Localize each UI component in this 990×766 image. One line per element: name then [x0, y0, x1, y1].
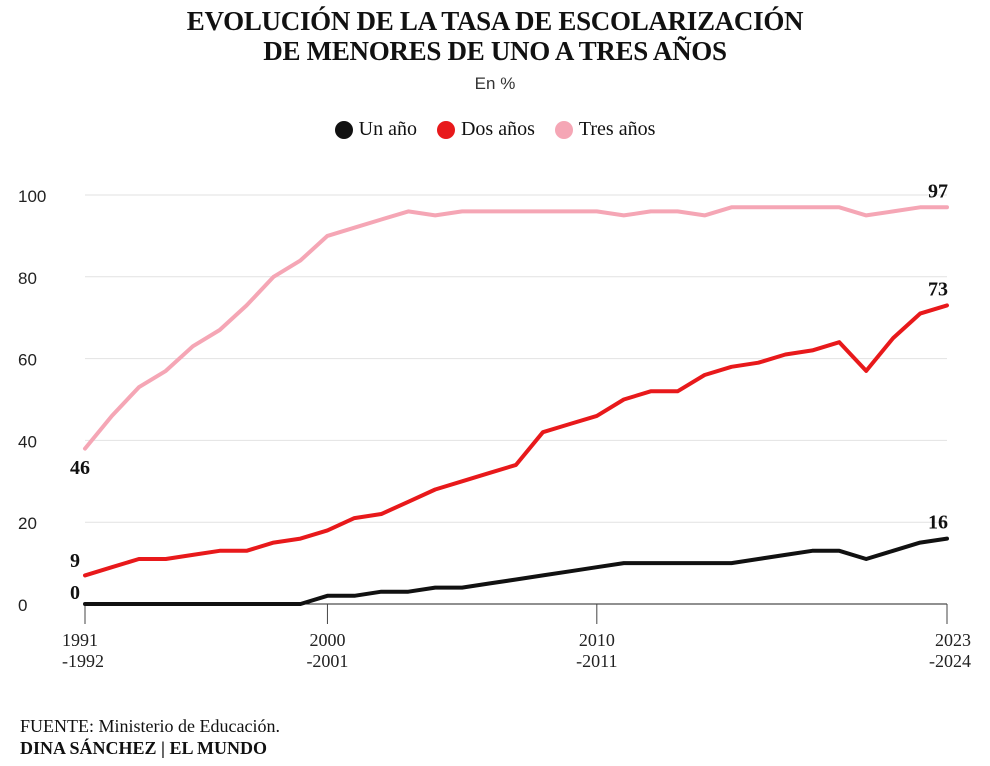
legend-item-un-ano: Un año [334, 118, 417, 141]
y-tick-label-40: 40 [18, 432, 37, 451]
y-tick-label-100: 100 [18, 187, 46, 206]
series-line-0 [83, 536, 949, 606]
x-tick-label-1-line-1: 2000 [309, 630, 345, 650]
y-tick-label-60: 60 [18, 351, 37, 370]
x-tick-label-3-line-1: 2023 [935, 630, 971, 650]
start-label-series-0: 0 [70, 582, 80, 604]
x-tick-label-2-line-1: 2010 [579, 630, 615, 650]
y-tick-label-80: 80 [18, 269, 37, 288]
x-tick-label-0-line-1: 1991 [62, 630, 98, 650]
end-label-series-1: 73 [928, 278, 948, 300]
footer-credit: DINA SÁNCHEZ | EL MUNDO [20, 738, 267, 758]
x-tick-label-3-line-2: -2024 [929, 651, 971, 671]
end-label-series-2: 97 [928, 180, 948, 202]
legend-label-tres-anos: Tres años [578, 118, 656, 140]
legend-swatch-tres-anos [554, 120, 573, 139]
chart-title-line-2: DE MENORES DE UNO A TRES AÑOS [263, 36, 727, 66]
start-label-series-2: 46 [70, 457, 90, 479]
end-label-series-0: 16 [928, 512, 948, 534]
y-tick-label-0: 0 [18, 596, 27, 615]
series-line-1 [83, 303, 949, 578]
chart-subtitle: En % [474, 74, 516, 93]
y-tick-label-20: 20 [18, 514, 37, 533]
footer-source-text: Ministerio de Educación. [94, 716, 280, 736]
footer-source-lead: FUENTE: [20, 716, 94, 736]
start-label-series-1: 9 [70, 550, 80, 572]
legend-swatch-dos-anos [436, 120, 455, 139]
legend-label-un-ano: Un año [358, 118, 417, 140]
footer-source: FUENTE: Ministerio de Educación. [20, 716, 280, 737]
legend-item-dos-anos: Dos años [436, 118, 535, 141]
chart-title: EVOLUCIÓN DE LA TASA DE ESCOLARIZACIÓN D… [0, 6, 990, 66]
legend-swatch-un-ano [334, 120, 353, 139]
chart-legend: Un año Dos años Tres años [0, 118, 990, 141]
series-line-2 [83, 205, 949, 451]
chart-title-line-1: EVOLUCIÓN DE LA TASA DE ESCOLARIZACIÓN [186, 6, 804, 36]
x-tick-label-1-line-2: -2001 [306, 651, 348, 671]
x-tick-label-2-line-2: -2011 [576, 651, 617, 671]
legend-item-tres-anos: Tres años [554, 118, 656, 141]
legend-label-dos-anos: Dos años [460, 118, 535, 140]
x-tick-label-0-line-2: -1992 [62, 651, 104, 671]
